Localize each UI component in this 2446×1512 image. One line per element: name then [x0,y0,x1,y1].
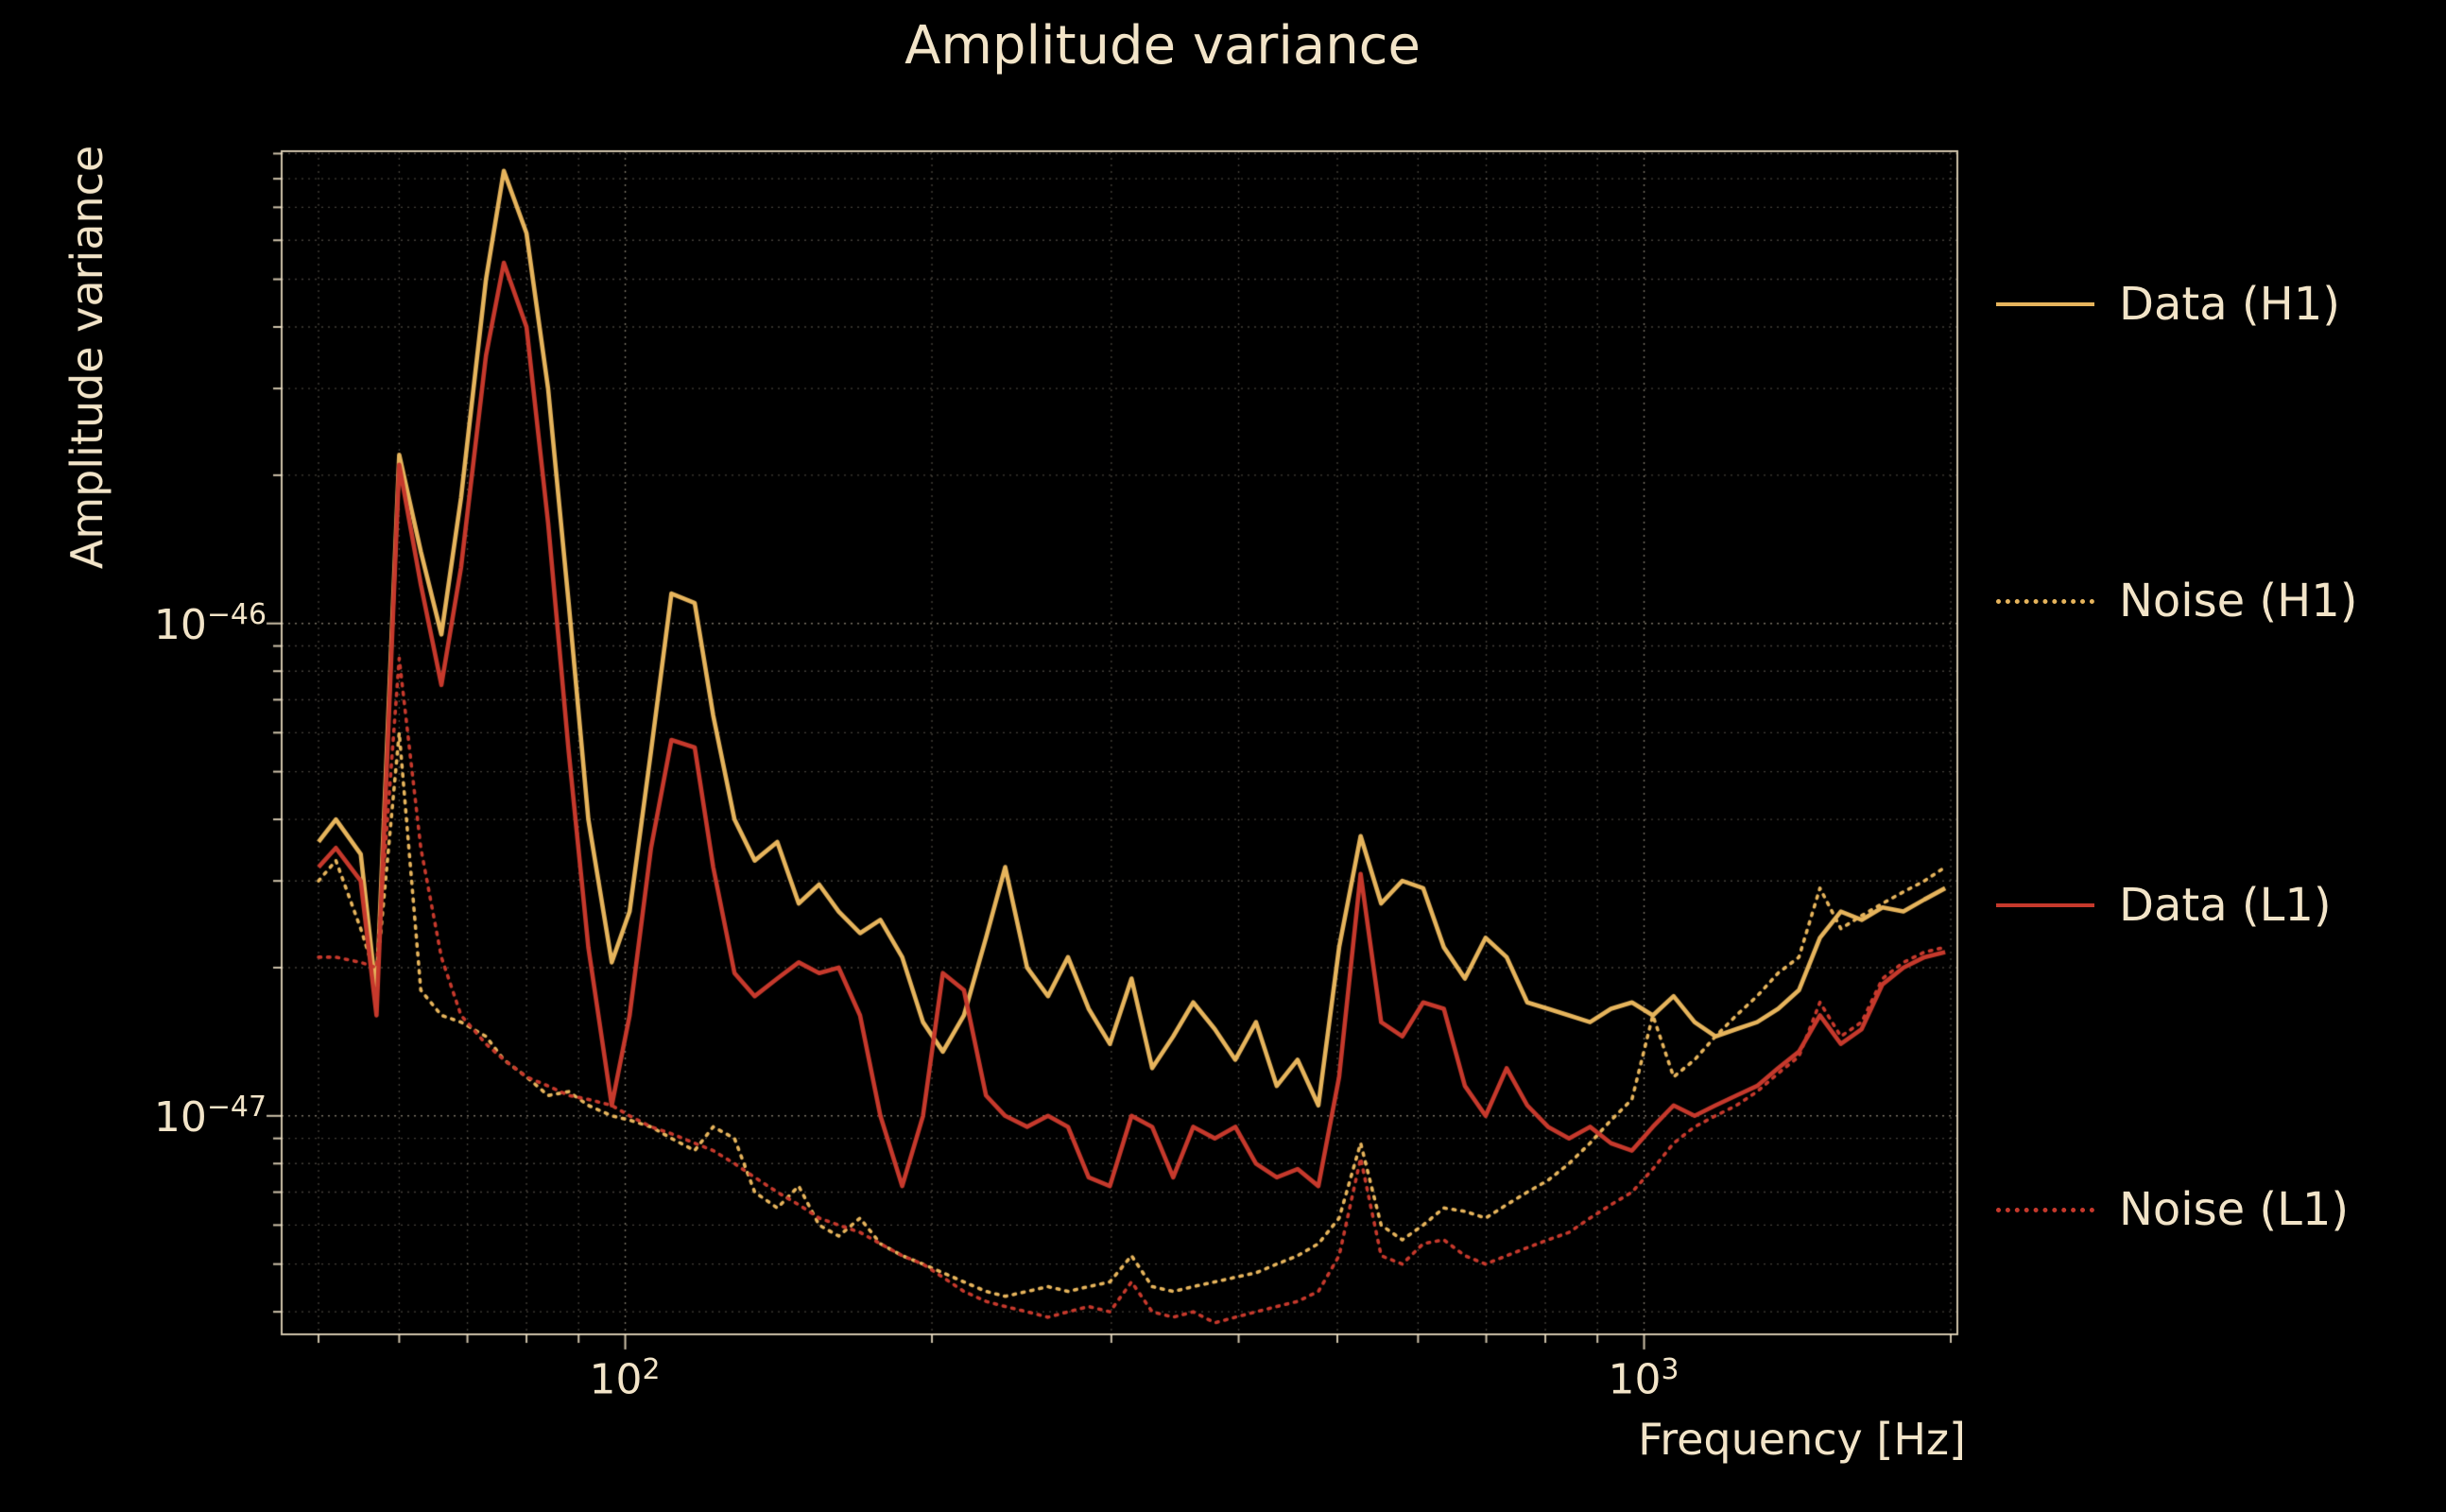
legend-item-data-l1: Data (L1) [1996,877,2332,934]
x-tick-label-100: 102 [589,1353,661,1404]
y-tick-label-1e-46: 10−46 [153,598,267,649]
chart-title: Amplitude variance [904,15,1421,77]
legend-item-noise-h1: Noise (H1) [1996,573,2358,629]
y-axis-label: Amplitude variance [61,145,112,570]
legend-label-noise-l1: Noise (L1) [2119,1183,2350,1236]
legend-label-data-h1: Data (H1) [2119,278,2340,331]
y-tick-label-1e-47: 10−47 [153,1091,267,1142]
x-axis-label: Frequency [Hz] [1638,1414,1966,1465]
legend-line-noise-l1-icon [1996,1207,2094,1212]
legend-label-noise-h1: Noise (H1) [2119,575,2358,627]
legend-item-noise-l1: Noise (L1) [1996,1181,2349,1238]
legend-line-noise-h1-icon [1996,598,2094,604]
legend-line-data-h1-icon [1996,302,2094,306]
legend-item-data-h1: Data (H1) [1996,276,2340,333]
legend-line-data-l1-icon [1996,903,2094,907]
x-tick-label-1000: 103 [1608,1353,1679,1404]
legend-label-data-l1: Data (L1) [2119,879,2332,932]
